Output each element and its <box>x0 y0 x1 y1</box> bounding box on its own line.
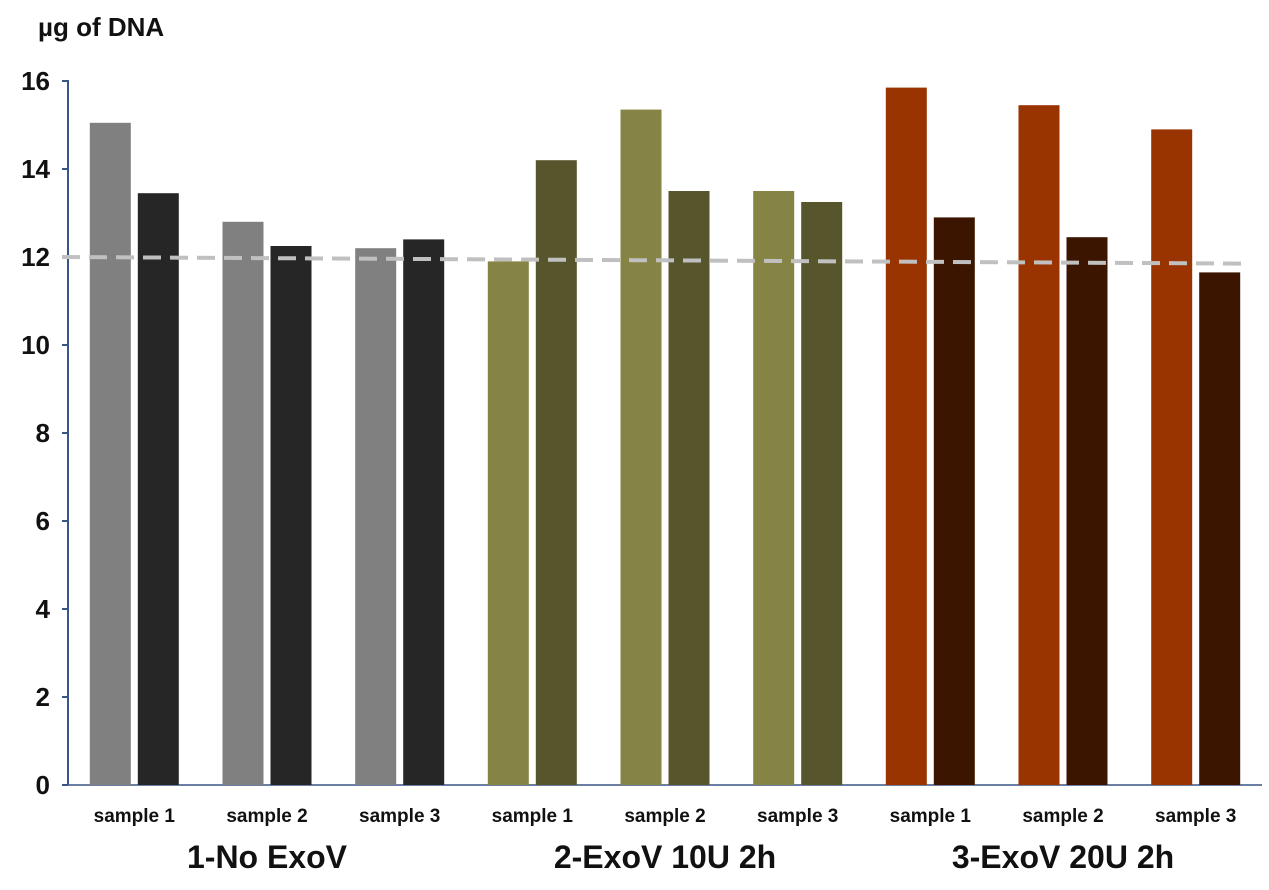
bar-3-sample-2-b <box>1066 237 1108 785</box>
y-tick-label: 14 <box>21 154 50 184</box>
bar-1-sample-3-b <box>403 239 445 785</box>
bar-1-sample-1-a <box>89 122 131 786</box>
bar-1-sample-2-a <box>222 221 264 786</box>
bar-1-sample-3-a <box>355 248 397 785</box>
bar-2-sample-3-a <box>753 191 795 785</box>
x-tick-label: sample 2 <box>226 806 307 827</box>
y-tick-label: 6 <box>36 506 50 536</box>
bar-2-sample-3-b <box>801 202 843 785</box>
y-axis: 0 2 4 6 8 10 12 14 16 <box>21 66 1262 800</box>
bar-3-sample-3-a <box>1151 129 1193 785</box>
x-tick-label: sample 3 <box>757 806 838 827</box>
x-tick-label: sample 1 <box>492 806 574 827</box>
bar-2-sample-2-b <box>668 191 710 785</box>
bar-3-sample-2-a <box>1018 105 1060 785</box>
group-label: 3-ExoV 20U 2h <box>952 839 1174 875</box>
y-axis-title: µg of DNA <box>38 12 164 42</box>
y-tick-label: 8 <box>36 418 50 448</box>
y-tick-label: 16 <box>21 66 50 96</box>
x-axis-labels: sample 1 sample 2 sample 3 1-No ExoV sample … <box>94 806 1237 875</box>
bar-2-sample-1-b <box>535 160 577 785</box>
bar-3-sample-1-a <box>885 87 927 786</box>
x-tick-label: sample 1 <box>94 806 176 827</box>
bar-1-sample-2-b <box>270 246 312 785</box>
x-tick-label: sample 3 <box>359 806 440 827</box>
bars <box>89 87 1241 786</box>
x-tick-label: sample 3 <box>1155 806 1236 827</box>
x-tick-label: sample 2 <box>624 806 705 827</box>
x-tick-label: sample 2 <box>1022 806 1103 827</box>
x-tick-label: sample 1 <box>890 806 972 827</box>
bar-3-sample-3-b <box>1199 272 1241 785</box>
reference-line <box>61 255 1247 266</box>
y-tick-label: 4 <box>36 594 51 624</box>
bar-2-sample-1-a <box>487 261 529 785</box>
y-tick-label: 0 <box>36 770 50 800</box>
group-label: 2-ExoV 10U 2h <box>554 839 776 875</box>
y-tick-label: 12 <box>21 242 50 272</box>
bar-1-sample-1-b <box>137 193 179 785</box>
y-tick-label: 10 <box>21 330 50 360</box>
bar-2-sample-2-a <box>620 109 662 786</box>
y-tick-label: 2 <box>36 682 50 712</box>
bar-3-sample-1-b <box>933 217 975 785</box>
reference-dashed-line <box>61 255 1247 266</box>
group-label: 1-No ExoV <box>187 839 348 875</box>
